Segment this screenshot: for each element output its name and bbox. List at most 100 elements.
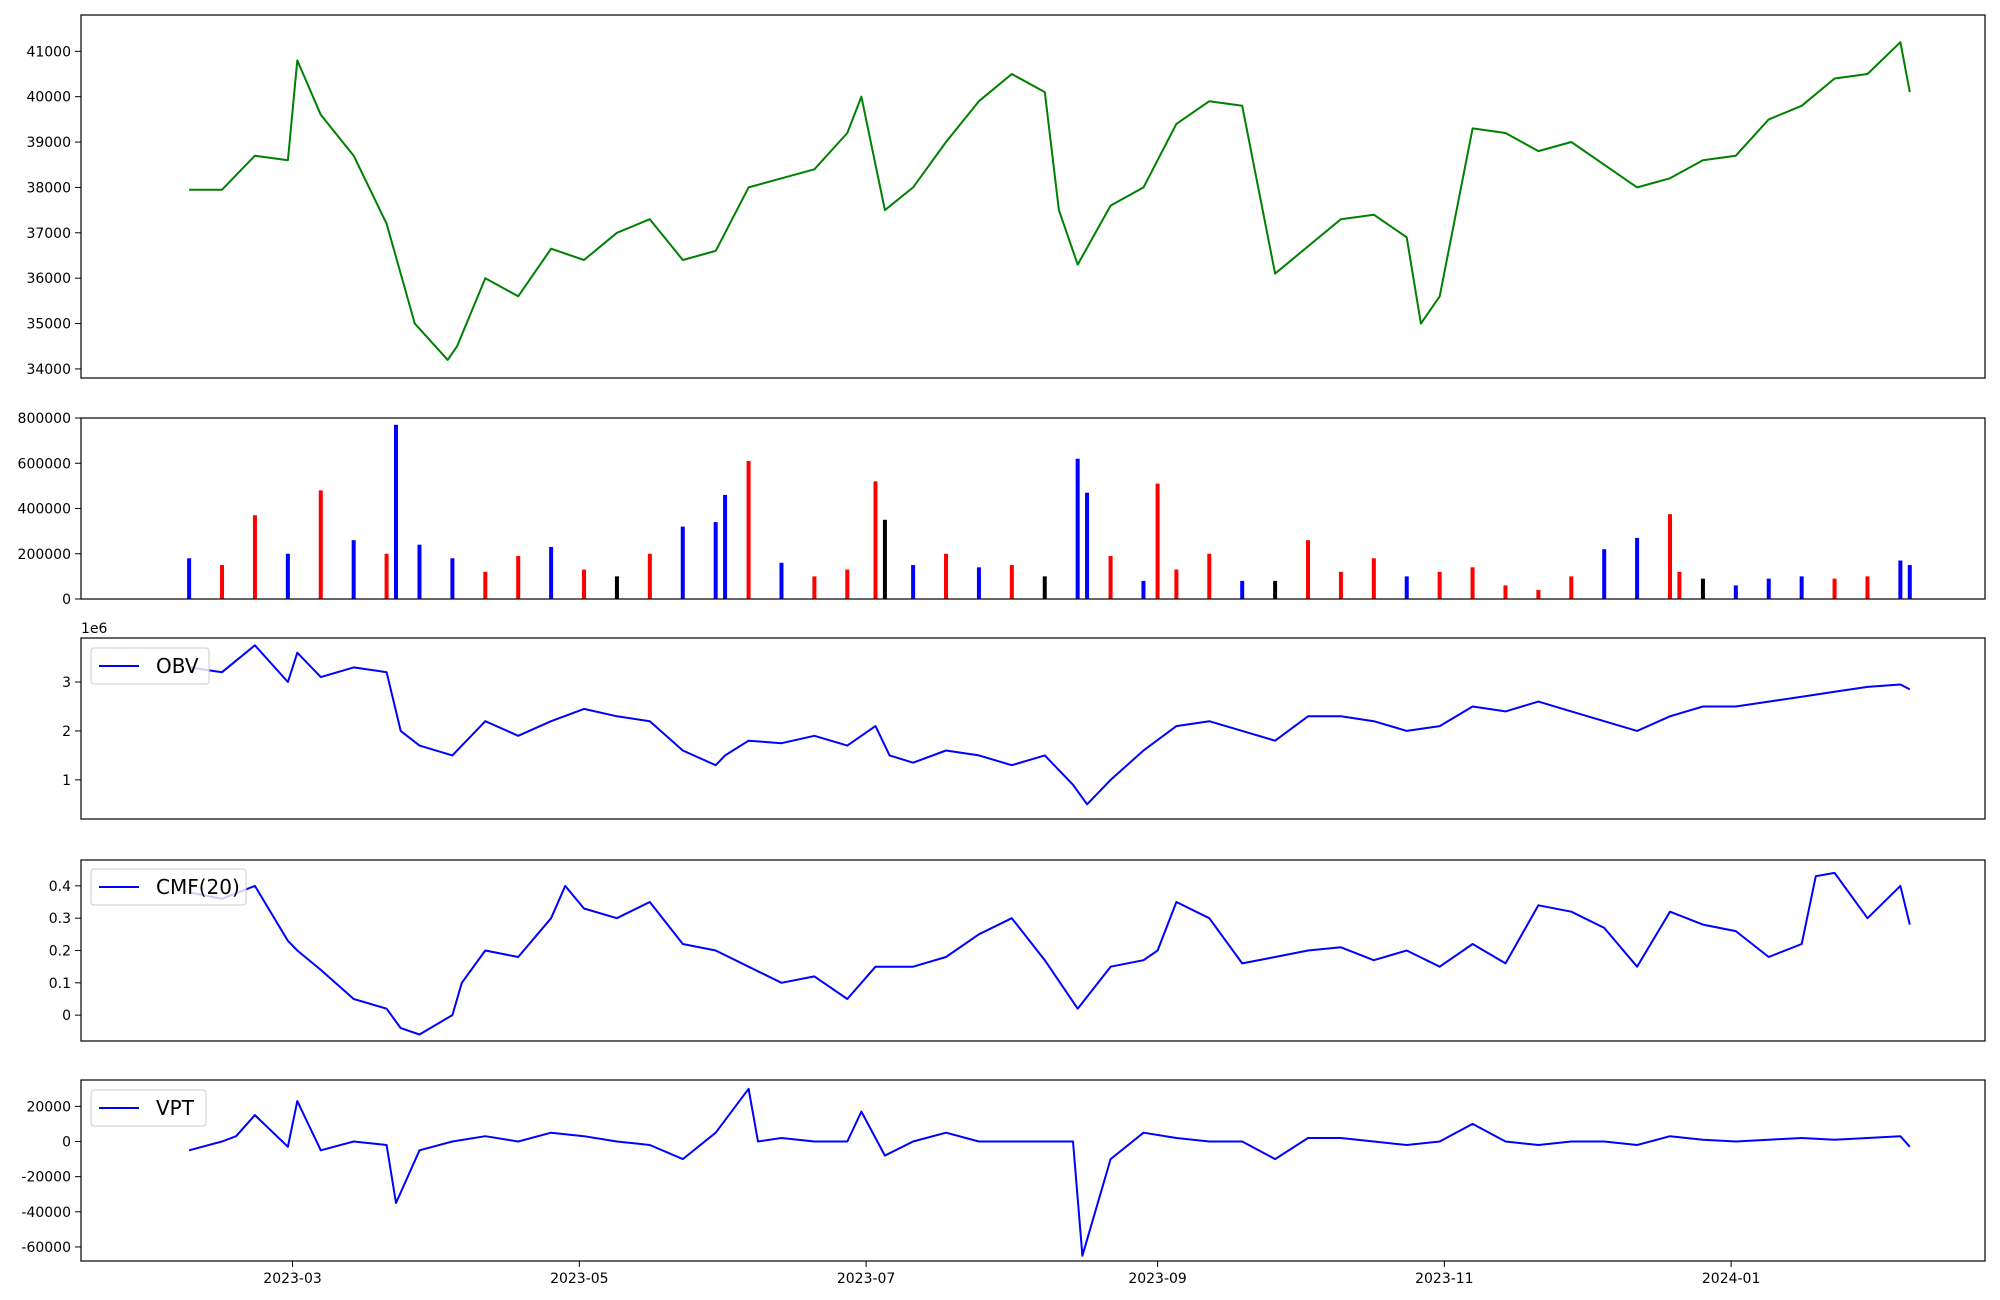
volume-bar-52 <box>1700 578 1705 599</box>
volume-bar-3 <box>285 553 290 599</box>
obv-line <box>188 644 1911 806</box>
price-panel: 34000 35000 36000 37000 38000 39000 40000 41000 <box>26 14 1986 379</box>
volume-bar-22 <box>845 569 850 599</box>
volume-bar-30 <box>1075 458 1080 599</box>
volume-bar-59 <box>1907 565 1912 599</box>
xtick-label-2: 2023-07 <box>837 1271 896 1287</box>
cmf-legend: CMF(20) <box>90 868 247 906</box>
volume-bar-5 <box>351 540 356 599</box>
vpt-frame <box>80 1079 1986 1262</box>
volume-bar-43 <box>1437 571 1442 599</box>
volume-panel: 0 200000 400000 600000 800000 <box>18 411 1986 608</box>
volume-bar-49 <box>1635 537 1640 599</box>
price-ytick-label-4: 38000 <box>26 180 71 196</box>
vpt-plot <box>188 1087 1911 1257</box>
xtick-label-1: 2023-05 <box>550 1271 609 1287</box>
volume-bar-55 <box>1799 576 1804 599</box>
volume-bar-9 <box>450 558 455 599</box>
volume-bar-51 <box>1677 571 1682 599</box>
volume-bar-23 <box>873 481 878 599</box>
volume-bar-31 <box>1085 492 1090 599</box>
volume-bar-19 <box>746 460 751 599</box>
volume-bar-29 <box>1042 576 1047 599</box>
volume-bar-4 <box>318 490 323 599</box>
volume-frame <box>80 417 1986 600</box>
vpt-legend: VPT <box>90 1089 207 1127</box>
cmf-panel: 0 0.1 0.2 0.3 0.4 CMF(20) <box>49 859 1986 1042</box>
volume-bar-21 <box>812 576 817 599</box>
price-line <box>189 41 1911 361</box>
volume-bar-39 <box>1306 540 1311 599</box>
volume-bar-6 <box>384 553 389 599</box>
volume-ytick-label-0: 0 <box>62 592 71 608</box>
volume-bar-12 <box>549 546 554 599</box>
price-frame <box>80 14 1986 379</box>
volume-bar-0 <box>187 558 192 599</box>
cmf-y-axis: 0 0.1 0.2 0.3 0.4 <box>49 879 81 1024</box>
obv-legend-box <box>90 647 210 685</box>
volume-bar-2 <box>252 515 257 599</box>
volume-bar-25 <box>911 565 916 599</box>
volume-bar-16 <box>680 526 685 599</box>
volume-bar-37 <box>1240 580 1245 599</box>
obv-legend-label: OBV <box>156 654 199 678</box>
volume-bar-44 <box>1470 567 1475 599</box>
volume-bar-58 <box>1898 560 1903 599</box>
volume-bar-26 <box>944 553 949 599</box>
volume-bar-34 <box>1155 483 1160 599</box>
volume-bar-20 <box>779 562 784 599</box>
cmf-frame <box>80 859 1986 1042</box>
cmf-ytick-label-1: 0.1 <box>49 976 71 992</box>
volume-bar-40 <box>1338 571 1343 599</box>
price-ytick-label-1: 35000 <box>26 317 71 333</box>
obv-plot <box>188 644 1911 806</box>
volume-bar-24 <box>882 519 887 599</box>
obv-exponent-label: 1e6 <box>81 621 108 637</box>
cmf-ytick-label-3: 0.3 <box>49 911 71 927</box>
price-ytick-label-0: 34000 <box>26 362 71 378</box>
vpt-ytick-label-1: -40000 <box>21 1205 71 1221</box>
volume-bar-7 <box>393 424 398 599</box>
volume-bar-46 <box>1536 589 1541 599</box>
obv-ytick-label-0: 1 <box>62 773 71 789</box>
cmf-line <box>188 871 1911 1036</box>
volume-bar-32 <box>1108 556 1113 599</box>
vpt-ytick-label-0: -60000 <box>21 1240 71 1256</box>
volume-bar-35 <box>1174 569 1179 599</box>
vpt-ytick-label-2: -20000 <box>21 1170 71 1186</box>
volume-bar-13 <box>582 569 587 599</box>
price-ytick-label-7: 41000 <box>26 44 71 60</box>
volume-bar-42 <box>1404 576 1409 599</box>
volume-bar-57 <box>1865 576 1870 599</box>
volume-bar-28 <box>1009 565 1014 599</box>
price-plot <box>189 41 1911 361</box>
obv-frame <box>80 637 1986 820</box>
xtick-label-4: 2023-11 <box>1415 1271 1474 1287</box>
volume-bar-50 <box>1668 514 1673 599</box>
price-ytick-label-5: 39000 <box>26 135 71 151</box>
volume-ytick-label-4: 800000 <box>18 411 71 427</box>
volume-bar-53 <box>1733 585 1738 599</box>
volume-bar-27 <box>976 567 981 599</box>
volume-bar-48 <box>1602 549 1607 599</box>
vpt-ytick-label-3: 0 <box>62 1135 71 1151</box>
volume-bar-41 <box>1371 558 1376 599</box>
volume-bar-38 <box>1273 580 1278 599</box>
volume-ytick-label-2: 400000 <box>18 502 71 518</box>
vpt-y-axis: -60000 -40000 -20000 0 20000 <box>21 1099 81 1256</box>
cmf-ytick-label-4: 0.4 <box>49 879 71 895</box>
cmf-ytick-label-2: 0.2 <box>49 944 71 960</box>
volume-bar-18 <box>723 494 728 599</box>
volume-bar-17 <box>713 522 718 599</box>
volume-bar-1 <box>220 565 225 599</box>
volume-plot <box>187 424 1912 599</box>
price-ytick-label-3: 37000 <box>26 226 71 242</box>
volume-ytick-label-1: 200000 <box>18 547 71 563</box>
shared-x-axis: 2023-03 2023-05 2023-07 2023-09 2023-11 2024-… <box>263 1261 1760 1287</box>
xtick-label-3: 2023-09 <box>1128 1271 1187 1287</box>
volume-ytick-label-3: 600000 <box>18 456 71 472</box>
volume-bar-10 <box>483 571 488 599</box>
cmf-ytick-label-0: 0 <box>62 1008 71 1024</box>
obv-y-axis: 1 2 3 <box>62 675 81 789</box>
